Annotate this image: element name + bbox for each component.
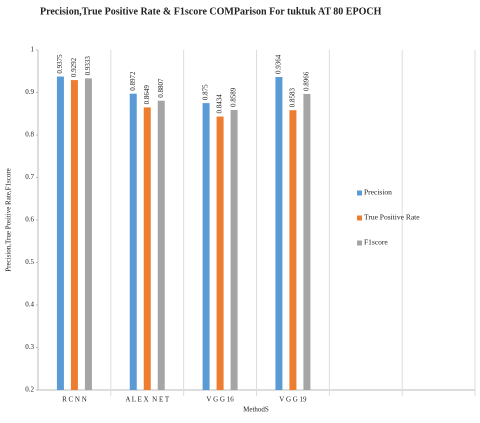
legend-swatch [357,240,362,246]
value-label: 0.8807 [157,78,165,98]
bar [230,109,238,390]
x-axis-label: MethodS [243,406,269,414]
legend: Precision True Positive Rate F1score [357,188,420,247]
x-tick-label: A L E X N E T [125,396,169,404]
bar [303,93,311,390]
bar [129,93,137,390]
x-tick-label: V G G 19 [279,396,307,404]
y-tick-label: 0.9 [25,88,34,96]
legend-label: F1score [364,238,388,247]
y-tick-label: 0.4 [25,301,34,309]
bar [202,103,210,390]
y-tick-label: 0.7 [25,173,34,181]
bar [56,76,64,390]
value-label: 0.8966 [303,71,311,91]
bar [84,78,92,390]
value-label: 0.9364 [275,54,283,74]
legend-swatch [357,190,362,196]
legend-label: True Positive Rate [364,213,420,222]
y-tick-label: 0.6 [25,216,34,224]
bar [216,116,224,391]
y-tick-label: 0.8 [25,131,34,139]
bar [289,110,297,390]
y-tick-label: 0.3 [25,343,34,351]
chart-title: Precision,True Positive Rate & F1score C… [40,6,382,17]
x-tick-label: V G G 16 [206,396,234,404]
bar [70,80,78,390]
bar [275,77,283,390]
value-label: 0.8583 [289,87,297,107]
y-tick-label: 0.2 [25,386,34,394]
y-tick-label: 1 [31,46,35,54]
value-label: 0.9333 [84,56,92,76]
legend-swatch [357,215,362,221]
y-axis-label: Precision,True Positive Rate,F1score [5,168,13,272]
value-label: 0.8434 [216,94,224,114]
value-label: 0.9375 [56,54,64,74]
bar [157,100,165,390]
value-label: 0.875 [202,84,210,100]
y-tick-label: 0.5 [25,258,34,266]
x-tick-label: R C N N [62,396,87,404]
value-label: 0.8649 [143,85,151,105]
value-label: 0.8589 [230,87,238,107]
value-label: 0.8972 [129,71,137,91]
bar [143,107,151,390]
legend-label: Precision [364,188,392,197]
value-label: 0.9292 [70,57,78,77]
